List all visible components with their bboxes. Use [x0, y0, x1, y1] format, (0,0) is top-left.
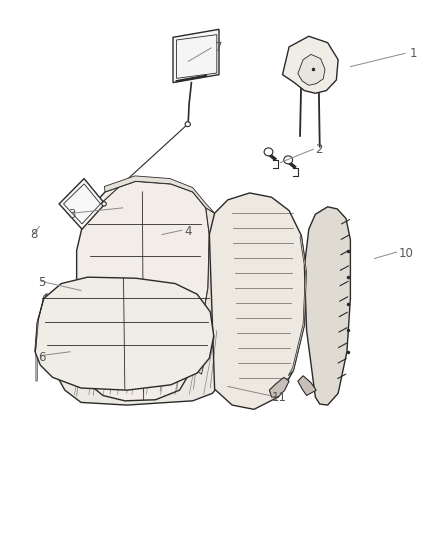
Polygon shape	[173, 29, 219, 83]
Text: 11: 11	[272, 391, 286, 403]
Polygon shape	[35, 293, 47, 352]
Polygon shape	[52, 332, 68, 376]
Polygon shape	[298, 54, 325, 85]
Ellipse shape	[102, 202, 106, 206]
Text: 1: 1	[410, 47, 417, 60]
Polygon shape	[193, 208, 219, 374]
Ellipse shape	[185, 122, 191, 126]
Polygon shape	[298, 376, 316, 395]
Polygon shape	[56, 332, 223, 405]
Ellipse shape	[284, 156, 293, 164]
Text: 4: 4	[184, 225, 191, 238]
Text: 8: 8	[31, 228, 38, 241]
Text: 6: 6	[39, 351, 46, 364]
Polygon shape	[77, 181, 209, 401]
Polygon shape	[35, 277, 214, 390]
Text: 5: 5	[39, 276, 46, 289]
Polygon shape	[269, 377, 289, 397]
Polygon shape	[283, 36, 338, 93]
Text: 3: 3	[68, 208, 75, 221]
Polygon shape	[59, 179, 105, 229]
Polygon shape	[304, 207, 350, 405]
Text: 2: 2	[315, 143, 323, 156]
Text: 7: 7	[215, 42, 222, 54]
Polygon shape	[104, 176, 215, 213]
Polygon shape	[209, 193, 307, 409]
Polygon shape	[288, 236, 307, 376]
Text: 10: 10	[399, 247, 413, 260]
Ellipse shape	[264, 148, 273, 156]
